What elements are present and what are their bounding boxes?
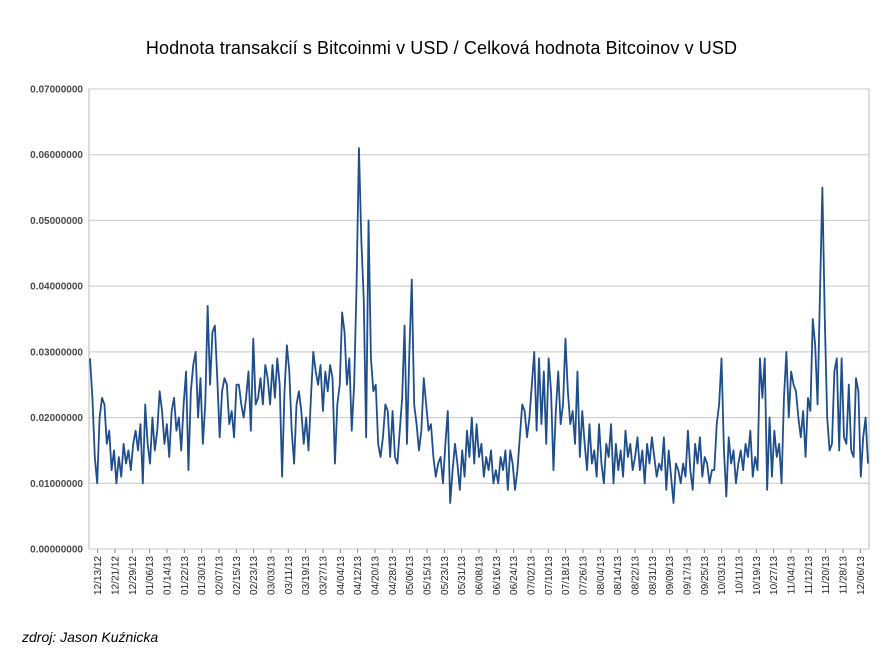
- x-tick-label: 02/07/13: [215, 556, 226, 595]
- x-tick-label: 11/04/13: [787, 556, 798, 595]
- x-tick-label: 12/13/12: [93, 556, 104, 595]
- x-tick-label: 05/31/13: [457, 556, 468, 595]
- x-tick-label: 01/30/13: [197, 556, 208, 595]
- x-tick-label: 01/06/13: [145, 556, 156, 595]
- x-tick-label: 11/20/13: [821, 556, 832, 595]
- x-tick-label: 12/21/12: [111, 556, 122, 595]
- x-tick-label: 09/09/13: [665, 556, 676, 595]
- y-tick-label: 0.04000000: [30, 282, 83, 293]
- x-tick-label: 06/08/13: [475, 556, 486, 595]
- x-tick-label: 09/25/13: [700, 556, 711, 595]
- x-tick-label: 03/19/13: [301, 556, 312, 595]
- x-tick-label: 07/26/13: [579, 556, 590, 595]
- x-tick-label: 12/29/12: [128, 556, 139, 595]
- y-tick-label: 0.00000000: [30, 545, 83, 556]
- x-tick-label: 07/02/13: [527, 556, 538, 595]
- x-gridlines: [97, 549, 861, 553]
- x-tick-label: 09/17/13: [683, 556, 694, 595]
- x-tick-label: 08/04/13: [596, 556, 607, 595]
- x-tick-label: 02/15/13: [232, 556, 243, 595]
- x-tick-label: 08/14/13: [613, 556, 624, 595]
- x-tick-label: 04/28/13: [388, 556, 399, 595]
- y-tick-label: 0.02000000: [30, 413, 83, 424]
- x-tick-label: 05/23/13: [440, 556, 451, 595]
- plot-area: [88, 88, 870, 550]
- x-tick-label: 05/15/13: [423, 556, 434, 595]
- x-tick-label: 04/04/13: [336, 556, 347, 595]
- y-tick-label: 0.03000000: [30, 347, 83, 358]
- y-tick-label: 0.01000000: [30, 479, 83, 490]
- x-tick-label: 03/11/13: [284, 556, 295, 595]
- x-tick-label: 01/22/13: [180, 556, 191, 595]
- x-tick-label: 10/03/13: [717, 556, 728, 595]
- x-tick-label: 03/03/13: [267, 556, 278, 595]
- x-tick-label: 01/14/13: [163, 556, 174, 595]
- y-axis: 0.00000000 0.01000000 0.02000000 0.03000000…: [30, 85, 83, 556]
- x-axis: 12/13/12 12/21/12 12/29/12 01/06/13 01/14/13…: [93, 556, 867, 595]
- x-tick-label: 04/20/13: [371, 556, 382, 595]
- x-tick-label: 07/10/13: [544, 556, 555, 595]
- series-line: [89, 147, 869, 504]
- x-tick-label: 12/06/13: [856, 556, 867, 595]
- x-tick-label: 10/19/13: [752, 556, 763, 595]
- x-tick-label: 04/12/13: [353, 556, 364, 595]
- x-tick-label: 06/24/13: [509, 556, 520, 595]
- x-tick-label: 08/31/13: [648, 556, 659, 595]
- x-tick-label: 10/11/13: [735, 556, 746, 595]
- x-tick-label: 07/18/13: [561, 556, 572, 595]
- y-tick-label: 0.07000000: [30, 85, 83, 96]
- y-tick-label: 0.06000000: [30, 150, 83, 161]
- chart-title: Hodnota transakcií s Bitcoinmi v USD / C…: [145, 38, 738, 58]
- x-tick-label: 02/23/13: [249, 556, 260, 595]
- x-tick-label: 10/27/13: [769, 556, 780, 595]
- x-tick-label: 08/22/13: [631, 556, 642, 595]
- x-tick-label: 06/16/13: [492, 556, 503, 595]
- source-note: zdroj: Jason Kuźnicka: [22, 629, 159, 645]
- x-tick-label: 11/12/13: [804, 556, 815, 595]
- series-group: [89, 147, 869, 504]
- x-tick-label: 05/06/13: [405, 556, 416, 595]
- x-tick-label: 11/28/13: [839, 556, 850, 595]
- y-tick-label: 0.05000000: [30, 216, 83, 227]
- x-tick-label: 03/27/13: [319, 556, 330, 595]
